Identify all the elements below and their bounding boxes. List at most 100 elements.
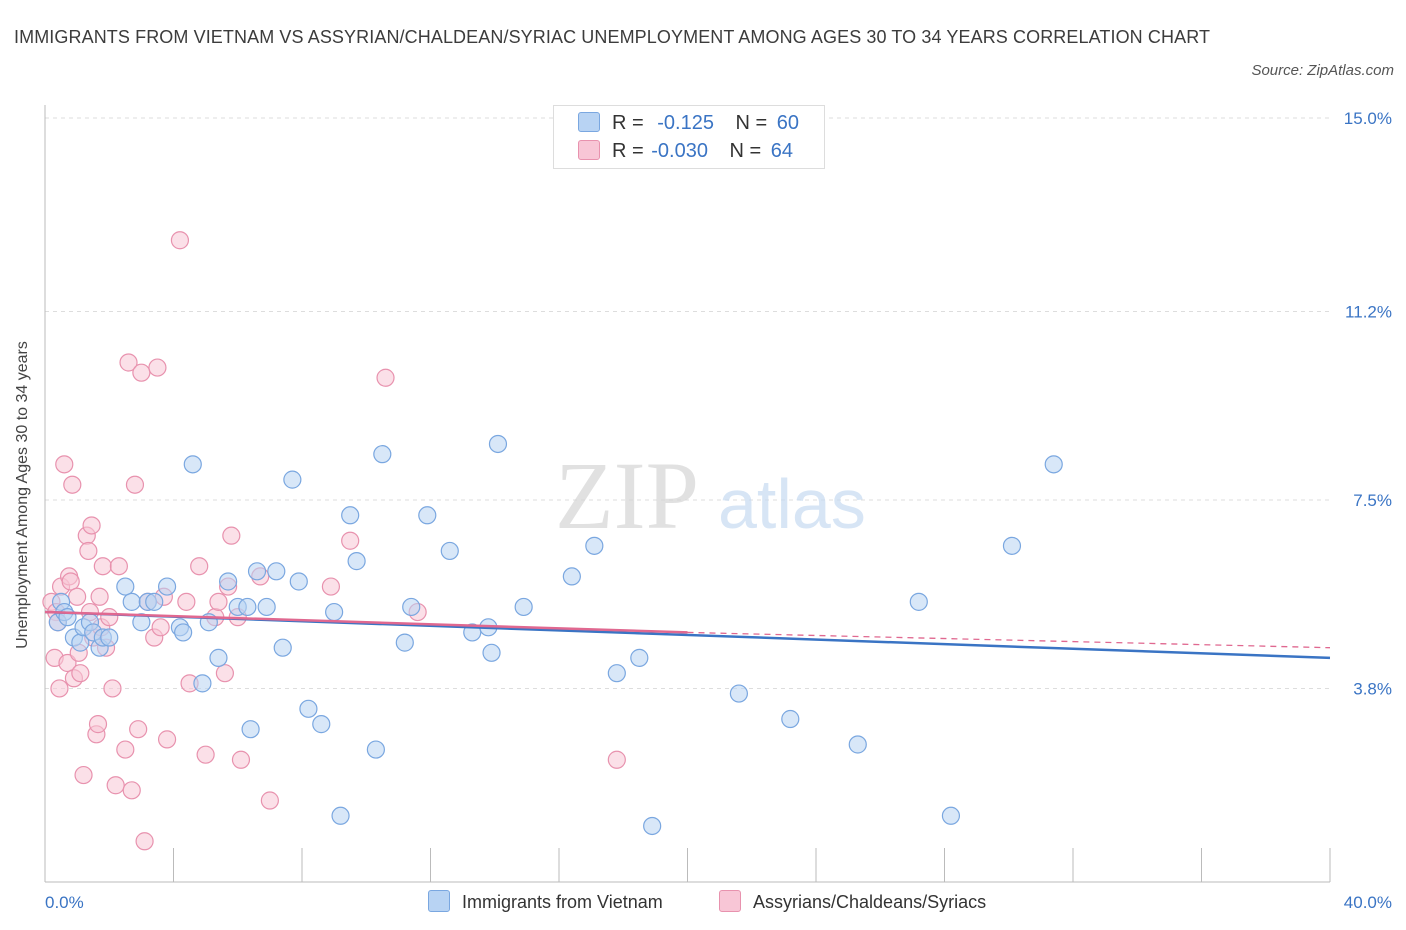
blue-point — [209, 648, 228, 667]
n-value: 64 — [770, 140, 794, 162]
blue-point — [848, 735, 867, 754]
blue-point — [183, 455, 202, 474]
r-label: R = — [612, 140, 644, 162]
blue-point — [440, 541, 459, 561]
blue-point — [341, 506, 360, 525]
blue-point — [267, 562, 286, 581]
legend-item-vietnam: Immigrants from Vietnam — [428, 890, 663, 913]
pink-point — [103, 679, 122, 698]
pink-swatch — [578, 140, 600, 160]
blue-point — [289, 572, 308, 591]
blue-point — [514, 597, 533, 617]
pink-point — [376, 368, 395, 387]
blue-point — [100, 628, 119, 647]
blue-point — [116, 577, 135, 596]
blue-point — [643, 816, 662, 836]
pink-point — [119, 353, 138, 372]
legend-label: Immigrants from Vietnam — [462, 892, 663, 912]
pink-point — [190, 557, 209, 576]
blue-point — [219, 572, 238, 591]
blue-point — [273, 638, 292, 657]
blue-swatch — [578, 112, 600, 132]
pink-point — [151, 618, 170, 637]
blue-point — [941, 806, 961, 825]
pink-point — [177, 592, 196, 611]
watermark: ZIP atlas — [555, 442, 866, 549]
pink-trend-line — [44, 610, 688, 634]
blue-point — [174, 623, 193, 642]
blue-point — [482, 643, 501, 662]
watermark-zip: ZIP — [555, 442, 699, 549]
blue-point — [312, 715, 331, 734]
blue-point — [402, 597, 421, 617]
y-tick-label: 7.5% — [1353, 491, 1392, 510]
trend-lines — [44, 610, 1331, 660]
r-value: -0.125 — [657, 112, 714, 134]
blue-point — [366, 740, 385, 759]
blue-point — [58, 608, 77, 627]
blue-point — [418, 506, 437, 525]
pink-swatch — [719, 890, 741, 912]
pink-point — [135, 832, 154, 851]
pink-point — [58, 653, 77, 673]
blue-point — [122, 592, 141, 611]
blue-point — [729, 684, 749, 703]
pink-point — [231, 750, 251, 769]
pink-point — [170, 231, 190, 250]
source-note: Source: ZipAtlas.com — [1251, 62, 1394, 79]
tick-labels: 3.8% 7.5% 11.2% 15.0% 0.0% 40.0% — [45, 109, 1392, 912]
blue-point — [325, 602, 344, 622]
legend-row-assyrian: R = -0.030 N = 64 — [578, 140, 793, 166]
pink-point — [341, 531, 360, 550]
watermark-atlas: atlas — [718, 465, 866, 543]
pink-point — [129, 720, 148, 739]
n-value: 60 — [776, 112, 800, 134]
pink-point — [109, 557, 128, 576]
pink-point — [116, 740, 135, 759]
blue-point — [585, 536, 604, 555]
pink-point — [71, 664, 90, 683]
pink-trend-line-dashed — [687, 631, 1331, 649]
blue-swatch — [428, 890, 450, 912]
pink-point — [321, 577, 341, 596]
pink-point — [260, 791, 279, 810]
pink-point — [122, 781, 141, 800]
blue-point — [283, 470, 302, 489]
pink-point — [90, 587, 109, 606]
pink-point — [132, 363, 151, 382]
blue-point — [157, 577, 177, 596]
pink-point — [74, 765, 93, 785]
n-label: N = — [735, 112, 768, 134]
blue-point — [132, 613, 151, 632]
pink-point — [68, 587, 87, 606]
blue-point — [488, 434, 508, 454]
pink-point — [88, 715, 108, 734]
chart-title: IMMIGRANTS FROM VIETNAM VS ASSYRIAN/CHAL… — [14, 27, 1211, 47]
pink-point — [50, 679, 69, 698]
y-tick-label: 11.2% — [1345, 303, 1392, 322]
blue-point — [299, 699, 318, 718]
blue-point — [1002, 536, 1022, 555]
data-points — [42, 231, 1063, 851]
y-axis-label: Unemployment Among Ages 30 to 34 years — [14, 341, 31, 649]
blue-point — [193, 674, 212, 693]
pink-point — [106, 776, 125, 795]
x-tick-label: 40.0% — [1344, 893, 1392, 912]
pink-point — [100, 608, 119, 627]
pink-point — [63, 475, 82, 494]
pink-point — [209, 592, 228, 611]
y-tick-label: 15.0% — [1344, 109, 1392, 128]
r-value: -0.030 — [651, 140, 708, 162]
pink-point — [157, 730, 177, 749]
blue-point — [781, 709, 800, 729]
x-tick-label: 0.0% — [45, 893, 84, 912]
pink-point — [61, 572, 80, 591]
pink-point — [93, 557, 112, 576]
blue-point — [347, 552, 366, 571]
blue-point — [630, 648, 649, 667]
pink-point — [607, 750, 626, 769]
blue-point — [145, 592, 164, 611]
pink-point — [125, 475, 145, 494]
n-label: N = — [729, 140, 762, 162]
